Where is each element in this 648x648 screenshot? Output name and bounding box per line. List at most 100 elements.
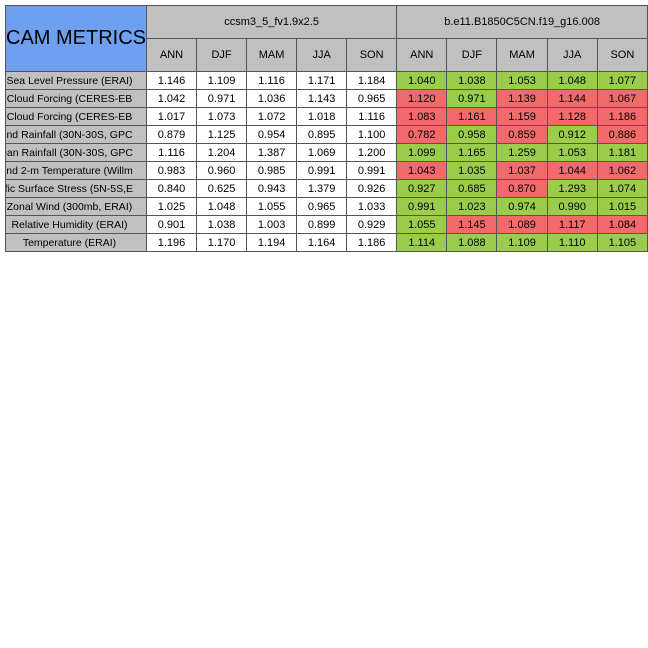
season-header-test-jja: JJA <box>546 38 598 72</box>
test-value-cell-better: 1.023 <box>446 197 498 216</box>
test-value-cell-better: 0.991 <box>396 197 448 216</box>
table-row: Cloud Forcing (CERES-EB 1.042 0.971 1.036 1.… <box>5 89 648 108</box>
table-row: Temperature (ERAI) 1.196 1.170 1.194 1.164 1.… <box>5 233 648 252</box>
test-value-cell-better: 1.099 <box>396 143 448 162</box>
test-value-cell-worse: 1.144 <box>546 89 598 108</box>
test-value-cell-worse: 1.145 <box>446 215 498 234</box>
metric-name-label: ean Rainfall (30N-30S, GPC <box>6 146 134 159</box>
ref-value-cell: 1.072 <box>246 107 298 126</box>
ref-value-cell: 0.840 <box>145 179 198 198</box>
test-value-cell-better: 1.055 <box>396 215 448 234</box>
table-row: Zonal Wind (300mb, ERAI) 1.025 1.048 1.055 0… <box>5 197 648 216</box>
ref-value-cell: 1.379 <box>296 179 348 198</box>
ref-value-cell: 1.200 <box>346 143 398 162</box>
test-value-cell-worse: 0.782 <box>396 125 448 144</box>
ref-value-cell: 1.069 <box>296 143 348 162</box>
metric-name: Cloud Forcing (CERES-EB <box>5 107 147 126</box>
metric-name: nd Rainfall (30N-30S, GPC <box>5 125 147 144</box>
test-value-cell-better: 1.048 <box>546 71 598 90</box>
metric-name: Sea Level Pressure (ERAI) <box>5 71 147 90</box>
table-title: CAM METRICS <box>5 5 147 72</box>
ref-value-cell: 1.171 <box>296 71 348 90</box>
ref-value-cell: 1.116 <box>346 107 398 126</box>
ref-value-cell: 0.895 <box>296 125 348 144</box>
ref-value-cell: 0.960 <box>196 161 248 180</box>
test-value-cell-worse: 1.128 <box>546 107 598 126</box>
ref-value-cell: 1.003 <box>246 215 298 234</box>
ref-value-cell: 1.055 <box>246 197 298 216</box>
test-value-cell-better: 0.990 <box>546 197 598 216</box>
metric-name: Relative Humidity (ERAI) <box>5 215 147 234</box>
test-value-cell-better: 0.927 <box>396 179 448 198</box>
ref-value-cell: 1.116 <box>246 71 298 90</box>
test-value-cell-worse: 1.117 <box>546 215 598 234</box>
ref-value-cell: 1.017 <box>145 107 198 126</box>
metrics-table: CAM METRICS ccsm3_5_fv1.9x2.5 b.e11.B185… <box>5 5 648 252</box>
season-header-test-son: SON <box>596 38 648 72</box>
ref-value-cell: 1.196 <box>145 233 198 252</box>
season-header-ref-jja: JJA <box>296 38 348 72</box>
table-row: nd Rainfall (30N-30S, GPC 0.879 1.125 0.954… <box>5 125 648 144</box>
test-value-cell-better: 1.038 <box>446 71 498 90</box>
metric-name: ean Rainfall (30N-30S, GPC <box>5 143 147 162</box>
metric-name-label: nd Rainfall (30N-30S, GPC <box>6 128 133 141</box>
table-row: nd 2-m Temperature (Willm 0.983 0.960 0.985… <box>5 161 648 180</box>
test-value-cell-better: 1.293 <box>546 179 598 198</box>
test-value-cell-better: 1.077 <box>596 71 648 90</box>
test-value-cell-better: 0.685 <box>446 179 498 198</box>
test-value-cell-worse: 1.120 <box>396 89 448 108</box>
test-value-cell-better: 1.110 <box>546 233 598 252</box>
ref-value-cell: 1.143 <box>296 89 348 108</box>
ref-value-cell: 0.901 <box>145 215 198 234</box>
ref-value-cell: 0.943 <box>246 179 298 198</box>
metric-name: nd 2-m Temperature (Willm <box>5 161 147 180</box>
ref-value-cell: 0.991 <box>346 161 398 180</box>
test-value-cell-worse: 1.083 <box>396 107 448 126</box>
test-value-cell-better: 1.035 <box>446 161 498 180</box>
test-value-cell-better: 1.074 <box>596 179 648 198</box>
test-value-cell-better: 1.114 <box>396 233 448 252</box>
ref-value-cell: 1.100 <box>346 125 398 144</box>
ref-value-cell: 1.033 <box>346 197 398 216</box>
ref-value-cell: 1.073 <box>196 107 248 126</box>
test-value-cell-worse: 0.859 <box>496 125 548 144</box>
table-row: Relative Humidity (ERAI) 0.901 1.038 1.003 0… <box>5 215 648 234</box>
ref-value-cell: 1.036 <box>246 89 298 108</box>
ref-value-cell: 1.048 <box>196 197 248 216</box>
ref-value-cell: 1.186 <box>346 233 398 252</box>
test-value-cell-better: 1.259 <box>496 143 548 162</box>
ref-value-cell: 0.879 <box>145 125 198 144</box>
ref-value-cell: 0.965 <box>296 197 348 216</box>
ref-value-cell: 0.954 <box>246 125 298 144</box>
test-value-cell-better: 1.109 <box>496 233 548 252</box>
test-value-cell-better: 1.015 <box>596 197 648 216</box>
season-header-test-ann: ANN <box>396 38 448 72</box>
metric-name-label: Cloud Forcing (CERES-EB <box>6 110 133 123</box>
metric-name-label: Cloud Forcing (CERES-EB <box>6 92 133 105</box>
metric-name: Temperature (ERAI) <box>5 233 147 252</box>
ref-value-cell: 1.109 <box>196 71 248 90</box>
test-value-cell-worse: 1.084 <box>596 215 648 234</box>
test-value-cell-worse: 1.067 <box>596 89 648 108</box>
ref-value-cell: 0.929 <box>346 215 398 234</box>
test-value-cell-better: 0.974 <box>496 197 548 216</box>
metrics-body: Sea Level Pressure (ERAI) 1.146 1.109 1.116… <box>5 71 648 252</box>
metric-name: Cloud Forcing (CERES-EB <box>5 89 147 108</box>
ref-value-cell: 1.042 <box>145 89 198 108</box>
test-value-cell-better: 1.165 <box>446 143 498 162</box>
ref-value-cell: 1.146 <box>145 71 198 90</box>
test-value-cell-worse: 1.089 <box>496 215 548 234</box>
test-value-cell-better: 1.105 <box>596 233 648 252</box>
metric-name-label: nd 2-m Temperature (Willm <box>6 164 133 177</box>
ref-value-cell: 1.184 <box>346 71 398 90</box>
season-header-ref-son: SON <box>346 38 398 72</box>
test-value-cell-better: 1.053 <box>546 143 598 162</box>
metric-name: Zonal Wind (300mb, ERAI) <box>5 197 147 216</box>
season-header-ref-djf: DJF <box>196 38 248 72</box>
test-value-cell-worse: 1.037 <box>496 161 548 180</box>
test-value-cell-better: 0.912 <box>546 125 598 144</box>
ref-value-cell: 1.194 <box>246 233 298 252</box>
ref-value-cell: 1.204 <box>196 143 248 162</box>
ref-value-cell: 0.625 <box>196 179 248 198</box>
ref-value-cell: 0.991 <box>296 161 348 180</box>
